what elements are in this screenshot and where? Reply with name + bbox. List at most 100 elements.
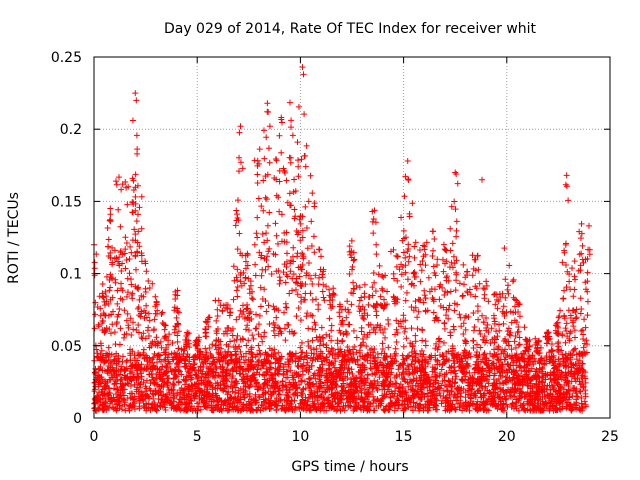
data-point [414,314,421,321]
data-point [452,376,459,383]
data-point [287,257,294,264]
data-point [421,292,428,299]
data-point [282,382,289,389]
data-point [262,266,269,273]
data-point [548,341,555,348]
data-point [128,249,135,256]
data-point [402,297,409,304]
data-point [356,347,363,354]
data-point [379,285,386,292]
data-point [353,282,360,289]
data-point [495,402,502,409]
data-point [287,159,294,166]
data-point [121,386,128,393]
data-point [477,390,484,397]
data-point [350,407,357,414]
data-point [501,313,508,320]
data-point [469,374,476,381]
data-point [262,297,269,304]
data-point [208,396,215,403]
data-point [511,296,518,303]
data-point [261,356,268,363]
data-point [577,295,584,302]
data-point [430,309,437,316]
data-point [381,407,388,414]
data-point [418,347,425,354]
data-point [392,387,399,394]
data-point [365,405,372,412]
data-point [199,370,206,377]
data-point [267,360,274,367]
data-point [500,387,507,394]
data-point [358,395,365,402]
data-point [507,362,514,369]
data-point [264,369,271,376]
data-point [397,392,404,399]
data-point [442,358,449,365]
data-point [114,394,121,401]
data-point [193,341,200,348]
data-point [208,361,215,368]
data-point [124,375,131,382]
data-point [309,296,316,303]
data-point [316,364,323,371]
data-point [450,364,457,371]
data-point [194,345,201,352]
data-point [357,387,364,394]
data-point [162,349,169,356]
data-point [263,134,270,141]
data-point [130,373,137,380]
data-point [441,371,448,378]
data-point [255,331,262,338]
data-point [364,371,371,378]
data-point [271,346,278,353]
data-point [291,176,298,183]
data-point [405,404,412,411]
data-point [551,384,558,391]
data-point [451,405,458,412]
data-point [489,353,496,360]
data-point [286,154,293,161]
data-point [261,372,268,379]
data-point [453,354,460,361]
data-point [442,288,449,295]
data-point [130,403,137,410]
data-point [131,355,138,362]
data-point [358,328,365,335]
data-point [491,318,498,325]
data-point [253,369,260,376]
data-point [342,373,349,380]
data-point [213,328,220,335]
data-point [336,313,343,320]
data-point [204,386,211,393]
data-point [573,356,580,363]
data-point [297,354,304,361]
data-point [158,382,165,389]
data-point [116,174,123,181]
data-point [350,257,357,264]
data-point [234,283,241,290]
data-point [316,274,323,281]
data-point [249,332,256,339]
data-point [111,380,118,387]
data-point [282,279,289,286]
data-point [345,321,352,328]
data-point [136,363,143,370]
data-point [174,332,181,339]
data-point [103,407,110,414]
data-point [261,380,268,387]
data-point [308,407,315,414]
data-point [429,252,436,259]
data-point [440,387,447,394]
data-point [485,380,492,387]
data-point [309,312,316,319]
data-point [240,308,247,315]
data-point [359,396,366,403]
data-point [280,269,287,276]
data-point [214,397,221,404]
data-point [480,319,487,326]
data-point [100,354,107,361]
data-point [567,361,574,368]
data-point [133,386,140,393]
data-point [508,355,515,362]
